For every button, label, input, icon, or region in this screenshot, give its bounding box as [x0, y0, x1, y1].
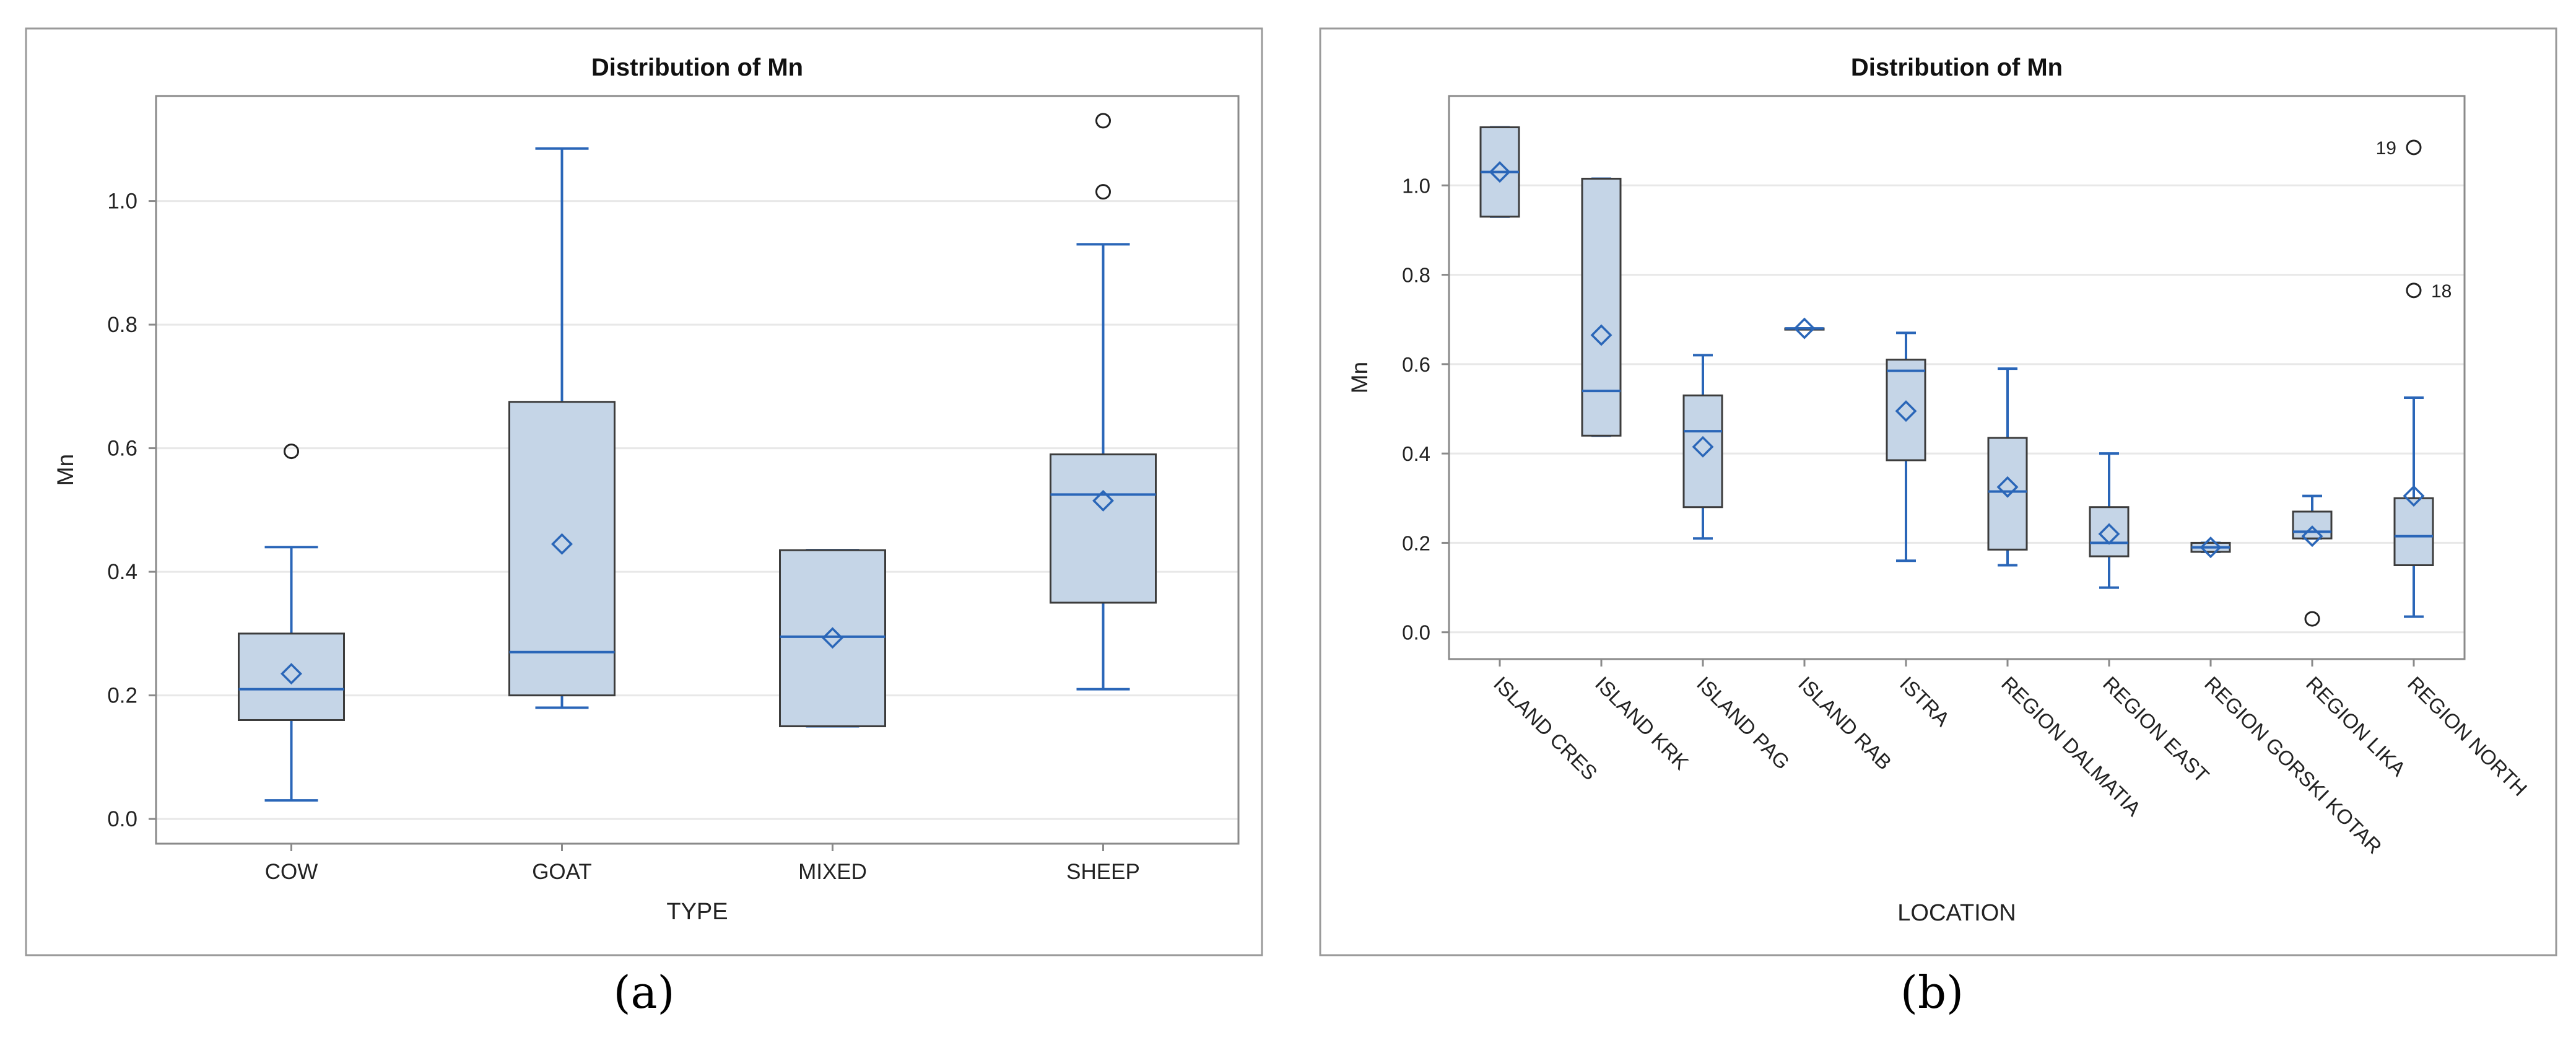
mean-marker [2098, 523, 2120, 545]
mean-marker [2403, 485, 2425, 507]
x-axis-label: TYPE [666, 899, 728, 925]
box-region-dalmatia [1987, 367, 2028, 567]
box-island-cres [1479, 126, 1520, 218]
mean-marker [1996, 476, 2019, 498]
iqr-box [508, 401, 616, 697]
boxplot-by-location: Distribution of Mn 0.0 0.2 0.4 0.6 0.8 1.0 Mn 18… [1319, 27, 2557, 956]
y-tick-label: 1.0 [1402, 174, 1430, 197]
outlier-point [2406, 139, 2422, 155]
y-tick-label: 0.2 [1402, 531, 1430, 554]
y-tick-label: 0.0 [1402, 621, 1430, 644]
y-tick-label: 1.0 [107, 190, 137, 214]
box-region-lika [2292, 494, 2333, 627]
mean-marker [551, 533, 573, 555]
box-istra [1886, 331, 1926, 562]
mean-marker [1489, 161, 1511, 183]
iqr-box [2292, 510, 2333, 540]
outlier-label: 18 [2431, 281, 2452, 302]
x-tick-label: SHEEP [1066, 860, 1140, 884]
mean-marker [1692, 435, 1714, 458]
y-tick-label: 0.8 [1402, 264, 1430, 287]
box-goat [508, 147, 616, 709]
chart-title: Distribution of Mn [1851, 54, 2063, 81]
x-tick-label: MIXED [798, 860, 867, 884]
chart-frame [1319, 27, 2557, 956]
mean-marker [1895, 400, 1917, 422]
box-island-krk [1581, 177, 1622, 437]
iqr-box [1050, 453, 1157, 604]
y-axis-label: Mn [53, 454, 78, 486]
outlier-point [2304, 611, 2320, 627]
outlier-point [284, 444, 299, 460]
y-axis-label: Mn [1347, 362, 1372, 393]
box-sheep [1050, 113, 1157, 691]
plot-area [155, 95, 1240, 845]
box-cow [238, 444, 345, 802]
y-tick-label: 0.8 [107, 313, 137, 337]
plot-area [1448, 95, 2466, 660]
iqr-box [779, 549, 886, 727]
iqr-box [2393, 497, 2434, 566]
iqr-box [1987, 437, 2028, 551]
y-tick-label: 0.0 [107, 807, 137, 831]
outlier-label: 19 [2376, 138, 2396, 159]
panel-label-b: (b) [1900, 966, 1964, 1018]
y-tick-label: 0.6 [107, 437, 137, 461]
iqr-box [2089, 506, 2130, 557]
iqr-box [1886, 359, 1926, 461]
mean-marker [2200, 536, 2222, 559]
panel-label-a: (a) [613, 966, 675, 1018]
mean-marker [1092, 489, 1114, 512]
mean-marker [1793, 317, 1816, 339]
outlier-point [1095, 184, 1111, 200]
x-tick-label: GOAT [532, 860, 592, 884]
y-tick-label: 0.2 [107, 684, 137, 708]
chart-title: Distribution of Mn [591, 54, 803, 81]
x-axis-label: LOCATION [1897, 900, 2016, 926]
mean-marker [2301, 525, 2323, 548]
y-tick-label: 0.6 [1402, 353, 1430, 376]
outlier-point [1095, 113, 1111, 129]
iqr-box [238, 632, 345, 721]
y-tick-label: 0.4 [107, 560, 137, 584]
box-mixed [779, 549, 886, 728]
iqr-box [1581, 177, 1622, 437]
outlier-point [2406, 282, 2422, 299]
boxplot-by-type: Distribution of Mn 0.0 0.2 0.4 0.6 0.8 1.0 Mn CO… [25, 27, 1263, 956]
mean-marker [1590, 324, 1612, 346]
box-island-rab [1784, 317, 1825, 339]
y-tick-label: 0.4 [1402, 442, 1430, 465]
mean-marker [822, 627, 843, 649]
iqr-box [1682, 394, 1723, 509]
x-tick-label: COW [265, 860, 318, 884]
box-island-pag [1682, 354, 1723, 540]
box-region-east [2089, 452, 2130, 589]
mean-marker [281, 663, 302, 685]
box-region-gorski-kotar [2190, 536, 2231, 559]
